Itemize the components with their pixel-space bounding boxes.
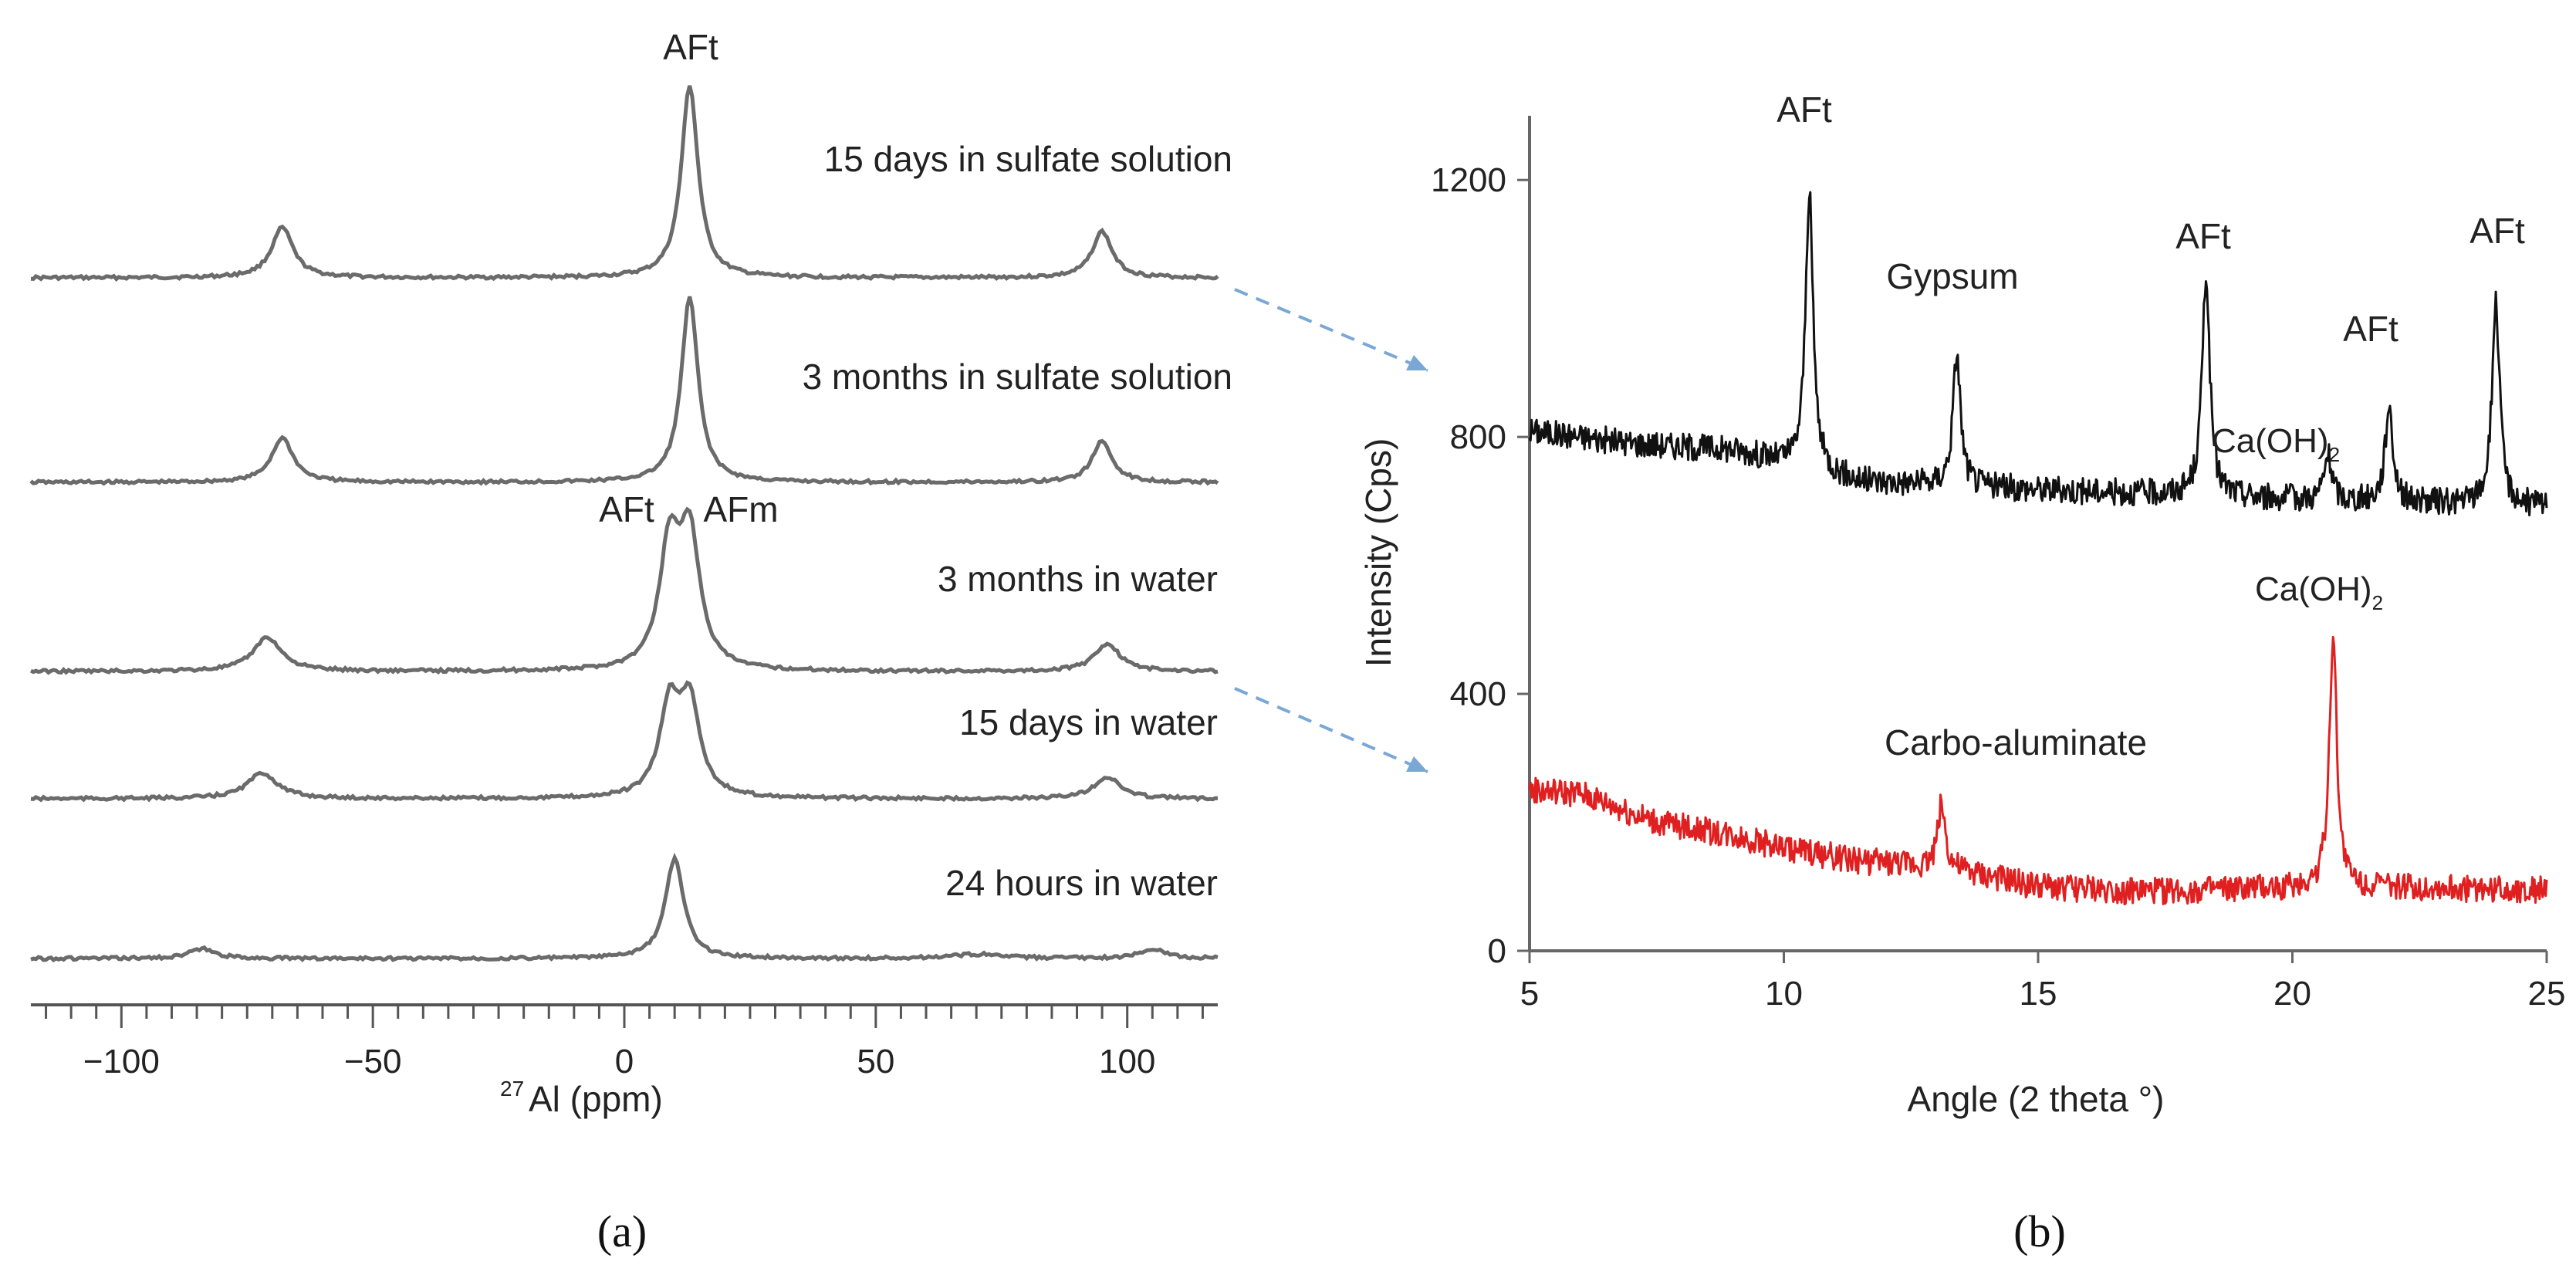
nmr-tick-label: 100 <box>1099 1043 1155 1080</box>
annotation-aft-2: AFt <box>2175 216 2231 256</box>
panel-b-caption: (b) <box>2013 1206 2066 1256</box>
nmr-trace-0 <box>30 85 1219 282</box>
panel-b-xrd: 5 10 15 20 25 0 400 800 1200 AFt Gypsum AFt Ca(… <box>1358 90 2565 1256</box>
annotation-aft-1: AFt <box>1776 90 1832 130</box>
xrd-x-label: Angle (2 theta °) <box>1908 1079 2165 1119</box>
xrd-x-tick-label: 15 <box>2020 975 2057 1013</box>
annotation-caoh2-upper: Ca(OH)2 <box>2212 422 2340 466</box>
panel-a-nmr: −100 −50 0 50 100 15 days in sulfate solutio… <box>29 27 1232 1256</box>
annotation-afm: AFm <box>703 489 778 529</box>
nmr-tick-label: −50 <box>344 1043 402 1080</box>
annotation-aft-mid: AFt <box>599 489 654 529</box>
xrd-trace-0 <box>1528 191 2548 516</box>
annotation-gypsum: Gypsum <box>1886 256 2018 296</box>
trace-label-15d-water: 15 days in water <box>959 702 1218 742</box>
xrd-traces <box>1528 191 2548 905</box>
trace-label-3m-sulfate: 3 months in sulfate solution <box>803 357 1232 397</box>
dashed-arrow-lower <box>1234 687 1428 773</box>
annotation-aft-top: AFt <box>663 27 718 67</box>
nmr-traces <box>29 85 1219 962</box>
nmr-trace-2 <box>29 506 1219 675</box>
dashed-arrow-upper <box>1234 288 1428 372</box>
xrd-y-ticks: 0 400 800 1200 <box>1431 161 1530 970</box>
nmr-x-label-superscript: 27 <box>500 1077 524 1101</box>
xrd-y-tick-label: 800 <box>1450 418 1506 456</box>
xrd-y-tick-label: 400 <box>1450 675 1506 713</box>
nmr-tick-label: −100 <box>83 1043 160 1080</box>
trace-label-3m-water: 3 months in water <box>938 559 1218 599</box>
xrd-x-tick-label: 10 <box>1765 975 1803 1013</box>
annotation-aft-4: AFt <box>2470 211 2525 251</box>
nmr-trace-1 <box>29 296 1219 486</box>
arrow-head-upper <box>1406 355 1428 370</box>
nmr-tick-label: 50 <box>857 1043 894 1080</box>
xrd-x-ticks: 5 10 15 20 25 <box>1520 951 2566 1013</box>
xrd-y-tick-label: 1200 <box>1431 161 1506 199</box>
xrd-y-tick-label: 0 <box>1488 932 1506 970</box>
xrd-x-tick-label: 20 <box>2273 975 2311 1013</box>
trace-label-24h-water: 24 hours in water <box>945 863 1218 903</box>
xrd-x-tick-label: 5 <box>1520 975 1539 1013</box>
nmr-x-label: Al (ppm) <box>529 1079 663 1119</box>
annotation-aft-3: AFt <box>2343 309 2399 349</box>
xrd-axes: 5 10 15 20 25 0 400 800 1200 <box>1431 116 2565 1013</box>
annotation-caoh2-lower: Ca(OH)2 <box>2255 570 2383 614</box>
trace-label-15d-sulfate: 15 days in sulfate solution <box>824 139 1232 179</box>
arrow-head-lower <box>1406 756 1428 772</box>
nmr-x-axis: −100 −50 0 50 100 <box>31 1003 1218 1080</box>
nmr-x-ticks: −100 −50 0 50 100 <box>45 1005 1204 1080</box>
nmr-trace-4 <box>30 852 1219 962</box>
xrd-y-label: Intensity (Cps) <box>1358 438 1398 668</box>
xrd-trace-1 <box>1528 635 2548 905</box>
nmr-trace-3 <box>30 680 1218 803</box>
panel-a-caption: (a) <box>597 1206 647 1256</box>
annotation-carbo-aluminate: Carbo-aluminate <box>1885 722 2147 763</box>
xrd-x-tick-label: 25 <box>2528 975 2566 1013</box>
link-arrows <box>1234 288 1428 773</box>
nmr-tick-label: 0 <box>615 1043 634 1080</box>
